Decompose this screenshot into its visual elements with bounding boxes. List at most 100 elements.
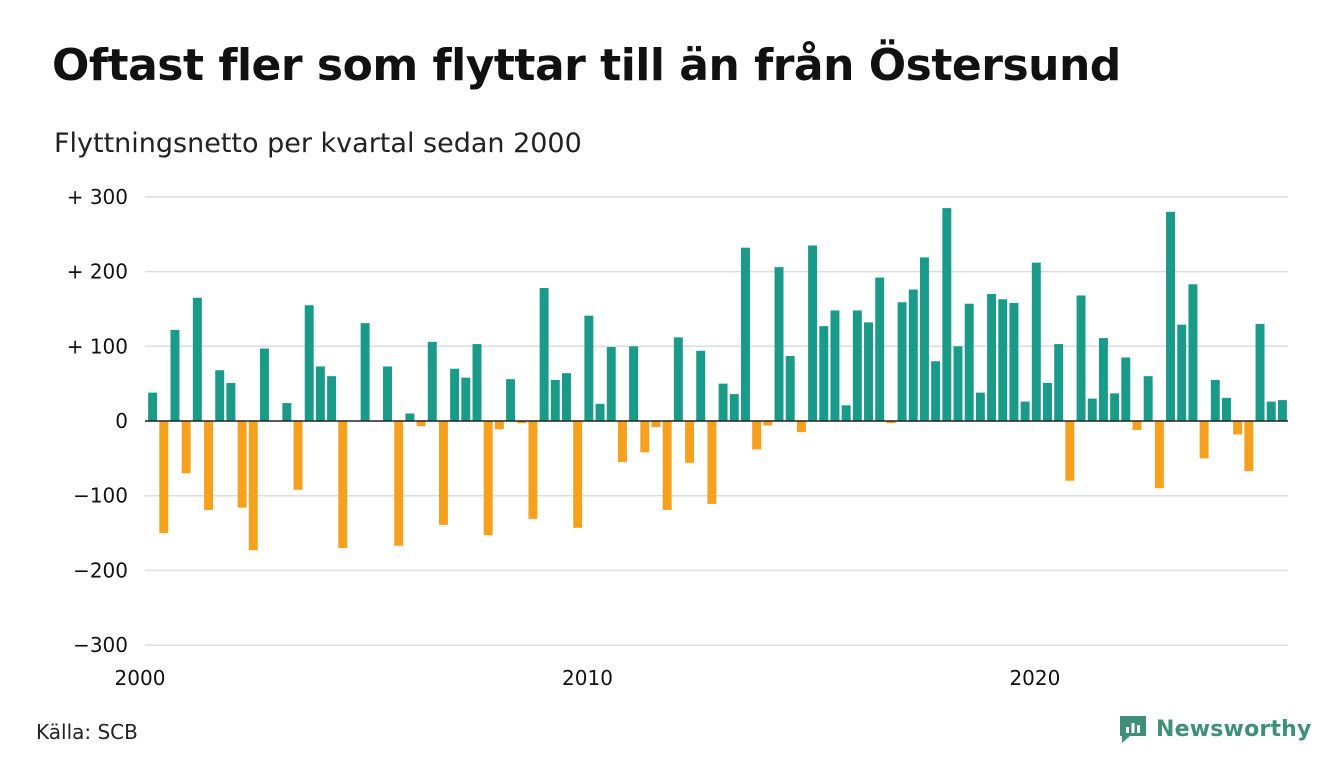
bar-2002Q1 <box>237 421 247 508</box>
bar-2007Q1 <box>461 377 471 421</box>
bar-2012Q2 <box>696 350 706 421</box>
bar-2000Q1 <box>148 392 158 421</box>
x-tick-label: 2020 <box>1009 666 1060 690</box>
bar-2010Q1 <box>595 403 605 421</box>
bar-2006Q2 <box>427 341 437 421</box>
y-tick-label: −300 <box>73 633 128 657</box>
bar-2009Q4 <box>584 315 594 421</box>
bar-2018Q2 <box>964 303 974 421</box>
bar-2002Q2 <box>248 421 258 551</box>
bar-2020Q1 <box>1043 382 1052 421</box>
bar-2013Q2 <box>740 247 750 421</box>
bar-2018Q1 <box>953 346 963 421</box>
bar-2010Q2 <box>606 347 616 421</box>
bar-2020Q2 <box>1054 344 1064 421</box>
bar-2004Q4 <box>360 323 370 421</box>
bar-2017Q1 <box>908 289 918 421</box>
bar-2011Q1 <box>640 421 650 453</box>
gridlines <box>145 196 1288 646</box>
bar-2000Q3 <box>170 329 180 421</box>
bar-2008Q1 <box>506 379 516 421</box>
brand-logo: Newsworthy <box>1118 714 1312 744</box>
bar-2016Q1 <box>864 322 873 421</box>
bar-2021Q2 <box>1098 338 1108 421</box>
brand-name: Newsworthy <box>1156 716 1312 742</box>
bar-2023Q4 <box>1210 379 1220 422</box>
x-tick-label: 2010 <box>562 666 613 690</box>
bar-2022Q1 <box>1132 421 1142 430</box>
bar-2001Q3 <box>215 370 225 421</box>
bar-2015Q4 <box>852 310 862 421</box>
bar-2024Q1 <box>1222 397 1231 421</box>
bar-2020Q3 <box>1065 421 1075 481</box>
newsworthy-logo-icon <box>1120 716 1146 743</box>
bar-2003Q2 <box>293 421 303 490</box>
bar-2023Q1 <box>1177 324 1187 421</box>
bar-2008Q2 <box>517 421 527 424</box>
y-tick-label: + 200 <box>67 260 128 284</box>
bar-2021Q4 <box>1121 357 1131 421</box>
bar-2023Q2 <box>1188 284 1198 421</box>
bar-2022Q3 <box>1154 421 1164 489</box>
bar-2002Q3 <box>259 348 269 421</box>
bar-2007Q4 <box>494 421 504 430</box>
bar-2009Q2 <box>562 373 571 421</box>
bar-2007Q3 <box>483 421 493 536</box>
bar-2018Q4 <box>987 294 997 421</box>
bar-2008Q4 <box>539 288 549 421</box>
bar-2011Q4 <box>673 337 683 421</box>
bar-2009Q3 <box>573 421 583 528</box>
bar-2017Q3 <box>931 361 941 421</box>
bar-2013Q1 <box>729 394 739 421</box>
bar-2000Q4 <box>181 421 191 474</box>
bars <box>148 208 1287 551</box>
bar-2014Q3 <box>796 421 806 433</box>
bar-2015Q1 <box>819 326 829 421</box>
x-tick-label: 2000 <box>115 666 166 690</box>
bar-2012Q1 <box>685 421 695 463</box>
bar-2016Q4 <box>897 302 907 421</box>
bar-2005Q2 <box>383 366 392 421</box>
bar-2005Q4 <box>405 413 415 421</box>
bar-2004Q2 <box>338 421 348 548</box>
bar-2006Q1 <box>416 421 426 427</box>
bar-2013Q3 <box>752 421 762 450</box>
bar-2010Q3 <box>617 421 627 463</box>
bar-2013Q4 <box>763 421 773 426</box>
bar-2012Q4 <box>718 383 728 421</box>
bar-2019Q4 <box>1031 262 1041 421</box>
chart-title: Oftast fler som flyttar till än från Öst… <box>52 40 1121 91</box>
bar-2019Q2 <box>1009 302 1019 421</box>
y-tick-label: + 100 <box>67 334 128 358</box>
bar-2012Q3 <box>707 421 717 504</box>
y-axis-labels: + 300 + 200 + 100 0 −100 −200 −300 <box>67 185 128 657</box>
y-tick-label: 0 <box>115 409 128 433</box>
bar-2001Q2 <box>204 421 213 510</box>
bar-2006Q3 <box>438 421 448 525</box>
bar-2015Q2 <box>830 310 840 421</box>
x-axis-labels: 2000 2010 2020 <box>115 666 1061 690</box>
bar-2021Q3 <box>1110 393 1120 421</box>
bar-2016Q2 <box>875 277 885 421</box>
bar-2018Q3 <box>975 392 985 421</box>
bar-2014Q1 <box>774 267 784 421</box>
bar-2015Q3 <box>841 405 851 421</box>
bar-2023Q3 <box>1199 421 1209 459</box>
chart-subtitle: Flyttningsnetto per kvartal sedan 2000 <box>54 128 582 159</box>
bar-2003Q4 <box>315 366 325 421</box>
bar-2020Q4 <box>1076 295 1086 421</box>
bar-2024Q4 <box>1255 323 1265 421</box>
bar-2022Q2 <box>1143 376 1153 421</box>
bar-2019Q1 <box>998 299 1008 421</box>
bar-2005Q3 <box>394 421 404 546</box>
bar-chart: + 300 + 200 + 100 0 −100 −200 −300 2000 2010 202… <box>67 185 1288 690</box>
bar-2014Q2 <box>785 356 795 421</box>
bar-2004Q1 <box>327 376 337 421</box>
bar-2008Q3 <box>528 421 538 519</box>
bar-2014Q4 <box>808 245 818 421</box>
bar-2021Q1 <box>1087 398 1097 421</box>
bar-2009Q1 <box>550 379 560 422</box>
bar-2003Q1 <box>282 403 292 421</box>
bar-2001Q4 <box>226 382 236 421</box>
bar-2017Q2 <box>919 257 929 421</box>
